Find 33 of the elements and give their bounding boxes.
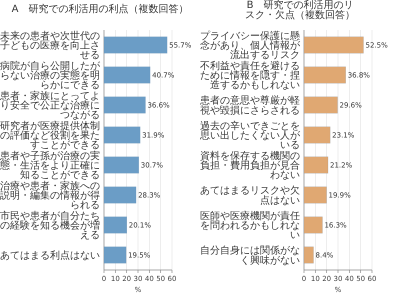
- y-tick-label: 医師や医療機関が責任を問われるかもしれない: [200, 210, 300, 242]
- bar: [304, 216, 323, 234]
- y-tick-label: あてはまる利点はない: [0, 250, 100, 262]
- y-tick-label: 研究者が医療提供体制の評価など役割を果たすことができる: [0, 120, 100, 152]
- bar: [304, 66, 346, 84]
- y-tick-label: あてはまるリスクや欠点はない: [200, 184, 300, 206]
- bar: [304, 126, 330, 144]
- bar: [304, 36, 364, 54]
- bar: [104, 156, 140, 174]
- chart-title: A 研究での利活用の利点（複数回答）: [12, 3, 188, 15]
- y-tick-label: 患者の意思や尊厳が軽視や毀損にさらされる: [199, 94, 300, 116]
- y-tick-label: 市民や患者が自分たちの経験を知る機会が増える: [0, 210, 100, 242]
- bar: [104, 246, 126, 264]
- bar: [104, 216, 128, 234]
- bar: [304, 186, 327, 204]
- y-tick-label: 過去の辛いできごとを思い出したくない人がいる: [199, 120, 301, 152]
- y-tick-label: 治療や患者・家族への説明・編集の情報が得られる: [0, 180, 100, 212]
- bar: [104, 66, 150, 84]
- y-tick-label: 未来の患者や次世代の子どもの医療を向上させる: [0, 30, 100, 62]
- y-tick-label: 不利益や責任を避けるために情報を隠す・捏造するかもしれない: [200, 60, 300, 92]
- bar: [304, 96, 338, 114]
- bar: [104, 96, 146, 114]
- y-tick-label: 資料を保存する機関の負担・費用負担が見合わない: [200, 150, 300, 182]
- y-tick-label: 患者や子孫が治療の実態・生活をより正確に知ることができる: [0, 150, 100, 182]
- bar: [104, 186, 136, 204]
- bar: [304, 246, 314, 264]
- y-tick-label: 病院が自ら公開したがらない治療の実態を明らかにできる: [0, 60, 101, 92]
- bar: [104, 126, 140, 144]
- bar: [304, 156, 328, 174]
- y-tick-label: 自分自身には関係がなく興味がない: [200, 244, 300, 266]
- y-tick-label: 患者・家族にとってより安全で公正な治療につながる: [0, 90, 100, 122]
- bar: [104, 36, 168, 54]
- y-tick-label: プライバシー保護に懸念があり、個人情報が流出するリスク: [200, 30, 301, 62]
